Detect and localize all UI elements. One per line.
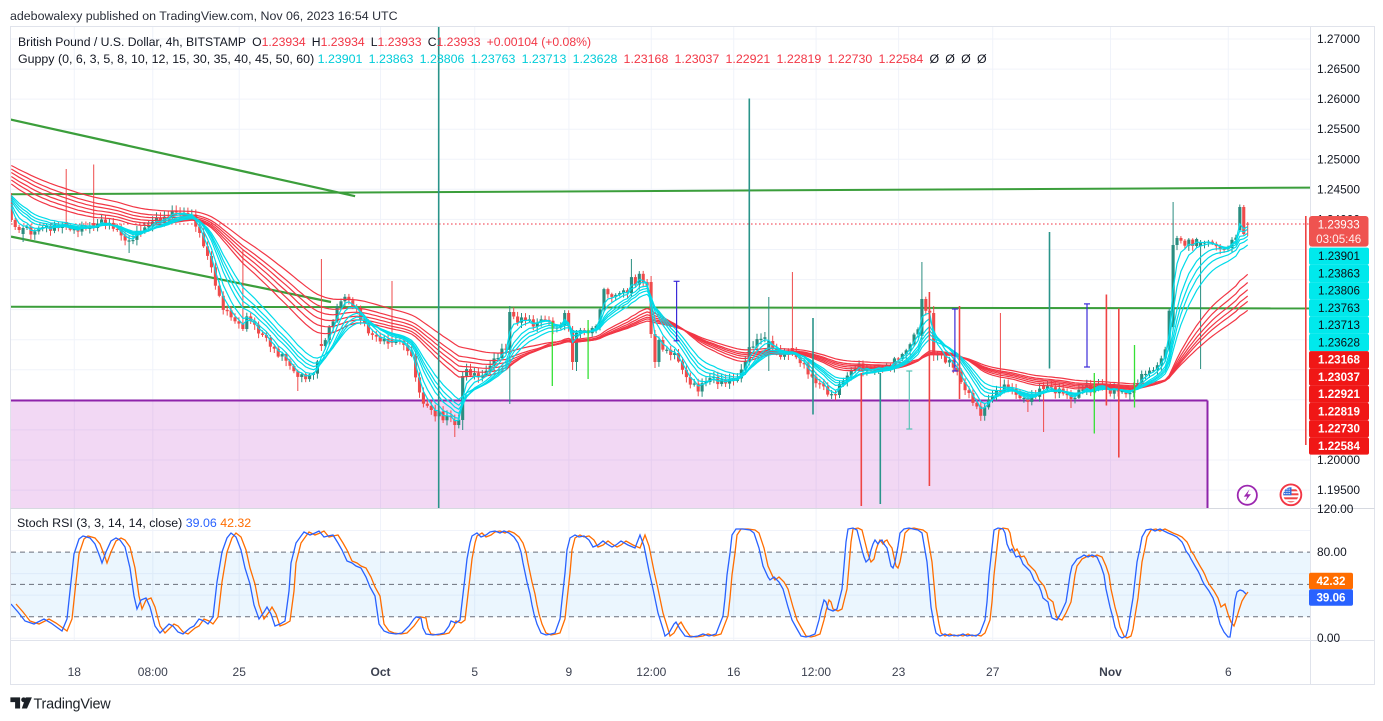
svg-text:27: 27 [986, 665, 1000, 679]
svg-text:Guppy (0, 6, 3, 5, 8, 10, 12,: Guppy (0, 6, 3, 5, 8, 10, 12, 15, 30, 35… [18, 52, 987, 66]
svg-text:British Pound / U.S. Dollar, 4: British Pound / U.S. Dollar, 4h, BITSTAM… [18, 35, 591, 49]
svg-text:Oct: Oct [370, 665, 390, 679]
svg-text:9: 9 [566, 665, 573, 679]
svg-text:1.22730: 1.22730 [1318, 423, 1360, 436]
svg-text:1.23863: 1.23863 [1318, 268, 1360, 281]
svg-text:12:00: 12:00 [801, 665, 831, 679]
svg-text:18: 18 [68, 665, 82, 679]
svg-text:1.23933: 1.23933 [1318, 219, 1360, 232]
svg-text:adebowalexy published on Tradi: adebowalexy published on TradingView.com… [10, 9, 398, 23]
svg-text:5: 5 [471, 665, 478, 679]
svg-text:80.00: 80.00 [1317, 545, 1347, 559]
svg-text:23: 23 [892, 665, 906, 679]
svg-text:1.27000: 1.27000 [1317, 32, 1360, 46]
svg-text:0.00: 0.00 [1317, 631, 1341, 645]
svg-text:1.22819: 1.22819 [1318, 406, 1360, 419]
svg-text:12:00: 12:00 [636, 665, 666, 679]
svg-text:1.23168: 1.23168 [1318, 354, 1360, 367]
svg-text:1.23806: 1.23806 [1318, 285, 1360, 298]
svg-text:1.23763: 1.23763 [1318, 302, 1360, 315]
svg-text:1.25000: 1.25000 [1317, 152, 1360, 166]
svg-text:1.23628: 1.23628 [1318, 337, 1360, 350]
svg-text:1.23713: 1.23713 [1318, 319, 1360, 332]
svg-text:1.23901: 1.23901 [1318, 250, 1360, 263]
svg-text:39.06: 39.06 [1316, 592, 1346, 605]
svg-text:120.00: 120.00 [1317, 502, 1354, 516]
svg-text:1.26000: 1.26000 [1317, 92, 1360, 106]
svg-text:1.22921: 1.22921 [1318, 388, 1360, 401]
svg-text:1.25500: 1.25500 [1317, 122, 1360, 136]
svg-text:25: 25 [233, 665, 247, 679]
svg-text:Nov: Nov [1099, 665, 1122, 679]
svg-text:1.23037: 1.23037 [1318, 371, 1360, 384]
svg-text:08:00: 08:00 [138, 665, 168, 679]
svg-text:1.20000: 1.20000 [1317, 453, 1360, 467]
svg-text:Stoch RSI (3, 3, 14, 14, close: Stoch RSI (3, 3, 14, 14, close) 39.06 42… [17, 516, 251, 530]
svg-text:16: 16 [727, 665, 741, 679]
svg-text:1.26500: 1.26500 [1317, 62, 1360, 76]
svg-text:42.32: 42.32 [1316, 575, 1345, 588]
svg-text:1.22584: 1.22584 [1318, 440, 1360, 453]
svg-text:03:05:46: 03:05:46 [1316, 233, 1361, 246]
svg-text:TradingView: TradingView [34, 697, 112, 713]
svg-text:1.24500: 1.24500 [1317, 182, 1360, 196]
svg-text:6: 6 [1225, 665, 1232, 679]
svg-text:1.19500: 1.19500 [1317, 483, 1360, 497]
